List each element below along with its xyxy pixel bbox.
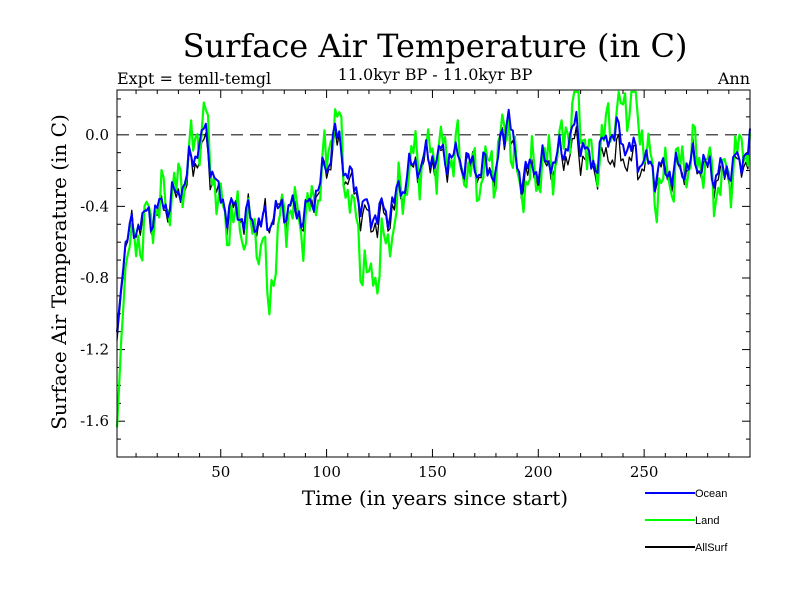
plot-frame — [116, 89, 751, 458]
axis-ticks — [117, 90, 750, 457]
x-tick-label: 250 — [630, 463, 659, 481]
series-line-land — [115, 90, 752, 428]
series-line-ocean — [116, 108, 751, 333]
legend-label: Land — [695, 515, 719, 527]
legend-label: AllSurf — [695, 542, 728, 554]
x-tick-label: 50 — [211, 463, 230, 481]
experiment-label: Expt = temll-temgl — [117, 69, 271, 88]
season-label: Ann — [717, 69, 750, 88]
x-tick-label: 100 — [312, 463, 341, 481]
chart-title: Surface Air Temperature (in C) — [183, 27, 688, 65]
x-tick-labels: 50 100 150 200 250 — [211, 463, 658, 481]
y-tick-labels: 0.0 -0.4 -0.8 -1.2 -1.6 — [80, 126, 109, 430]
legend: Ocean Land AllSurf — [645, 488, 728, 554]
chart-subtitle: 11.0kyr BP - 11.0kyr BP — [338, 65, 533, 84]
y-tick-label: -1.2 — [80, 341, 109, 359]
legend-label: Ocean — [695, 488, 727, 500]
x-axis-label: Time (in years since start) — [302, 486, 568, 510]
y-tick-label: -0.4 — [80, 197, 109, 215]
series-lines — [115, 90, 752, 428]
y-tick-label: -0.8 — [80, 269, 109, 287]
y-tick-label: 0.0 — [85, 126, 109, 144]
x-tick-label: 150 — [418, 463, 447, 481]
x-tick-label: 200 — [524, 463, 553, 481]
y-axis-label: Surface Air Temperature (in C) — [47, 114, 71, 430]
y-tick-label: -1.6 — [80, 412, 109, 430]
